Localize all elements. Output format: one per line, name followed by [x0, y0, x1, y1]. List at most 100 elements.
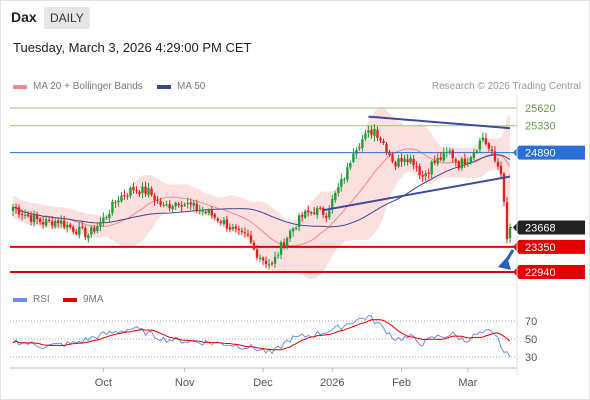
candle	[108, 209, 111, 222]
x-tick-label-Feb: Feb	[392, 377, 411, 389]
candle-body	[50, 221, 54, 226]
candle-body	[331, 198, 334, 210]
candle	[87, 233, 90, 243]
candle-body	[267, 264, 271, 266]
candle	[168, 200, 171, 212]
candle	[442, 147, 445, 163]
bollinger-band	[13, 106, 510, 279]
candle	[361, 135, 364, 152]
candle	[81, 221, 84, 230]
candle-body	[120, 195, 123, 202]
candle	[56, 218, 60, 228]
level-tag-22940	[513, 265, 585, 279]
candle	[300, 212, 304, 222]
candle-body	[409, 157, 412, 163]
datetime-label: Tuesday, March 3, 2026 4:29:00 PM CET	[13, 40, 252, 55]
candle	[382, 138, 385, 145]
candle-body	[355, 150, 358, 154]
candle	[44, 215, 48, 228]
candle-body	[499, 165, 503, 175]
candle-body	[337, 187, 340, 193]
projection-arrow-head	[498, 257, 511, 270]
period-badge[interactable]: DAILY	[44, 7, 90, 29]
candle-body	[340, 179, 343, 187]
candle	[421, 170, 424, 182]
candle-body	[364, 133, 367, 139]
candle	[147, 183, 150, 198]
legend-rsi: RSI	[13, 294, 50, 305]
candle	[129, 186, 132, 199]
candle-body	[454, 159, 457, 162]
candle	[457, 159, 460, 171]
candle	[162, 202, 165, 208]
candle-body	[463, 158, 467, 165]
candle	[349, 160, 352, 171]
candle	[328, 205, 331, 220]
candle-body	[412, 158, 415, 166]
trendline-1	[323, 175, 511, 212]
x-tick-label-Dec: Dec	[253, 377, 273, 389]
candle	[195, 199, 198, 213]
candle	[210, 206, 213, 220]
candle	[90, 225, 93, 238]
candle-body	[99, 221, 102, 226]
candle-body	[237, 228, 241, 231]
ma50-line	[12, 154, 511, 228]
candle-body	[225, 219, 229, 229]
candle	[294, 225, 298, 231]
candle-body	[240, 231, 244, 233]
candle-body	[397, 158, 400, 167]
candle-body	[147, 188, 150, 195]
candle-body	[478, 140, 482, 150]
candle	[403, 155, 406, 166]
candle-body	[123, 195, 126, 197]
candle	[75, 229, 78, 236]
candle	[490, 145, 494, 156]
candle	[105, 215, 108, 221]
candle	[409, 154, 412, 165]
candle-body	[300, 215, 304, 217]
candle	[165, 200, 168, 207]
level-tag-24890	[513, 145, 585, 160]
candle	[174, 201, 177, 211]
candle	[436, 153, 439, 167]
candle	[346, 162, 349, 183]
candle	[373, 124, 376, 142]
candle	[47, 216, 51, 223]
candle-body	[207, 209, 210, 214]
legend-rsi-label: RSI	[33, 294, 50, 305]
candle	[313, 207, 316, 216]
candle	[418, 163, 421, 180]
candle-body	[162, 204, 165, 206]
candle-body	[258, 257, 262, 259]
candle	[93, 224, 96, 234]
candle-body	[294, 227, 298, 229]
candle-body	[400, 158, 403, 162]
candle-body	[84, 227, 87, 238]
candle	[478, 137, 482, 153]
candle	[451, 148, 454, 163]
candle-body	[59, 220, 63, 224]
candle-body	[273, 256, 277, 264]
candle	[186, 197, 189, 209]
candle-body	[228, 227, 232, 230]
candle-body	[126, 195, 129, 197]
candle	[493, 146, 497, 163]
candle	[246, 229, 250, 237]
candle	[258, 254, 262, 262]
candle	[114, 200, 117, 208]
candle	[319, 206, 322, 211]
candle-body	[328, 210, 331, 218]
candle-body	[388, 152, 391, 156]
candle-body	[433, 160, 436, 163]
candle-body	[460, 158, 464, 169]
candle	[433, 155, 436, 166]
candle	[306, 205, 310, 217]
candle	[183, 202, 186, 207]
candle	[234, 224, 238, 233]
candle-body	[102, 217, 105, 223]
candle-body	[430, 161, 433, 175]
candle-body	[466, 162, 470, 165]
legend-ma20-label: MA 20 + Bollinger Bands	[33, 81, 143, 92]
candle	[340, 173, 343, 192]
